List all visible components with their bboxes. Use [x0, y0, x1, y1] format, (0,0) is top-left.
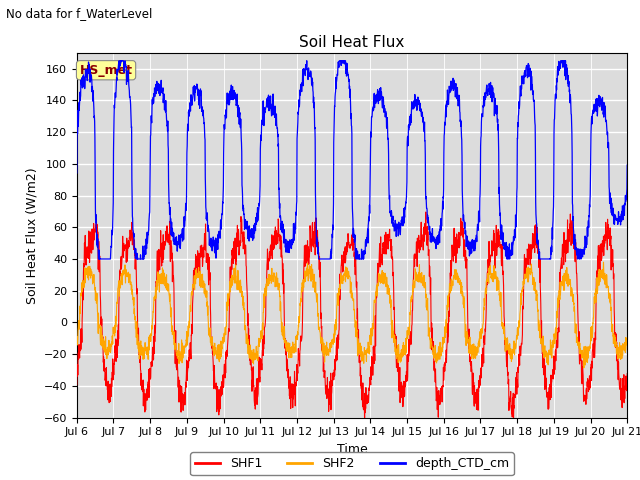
- X-axis label: Time: Time: [337, 443, 367, 456]
- Text: HS_met: HS_met: [79, 64, 132, 77]
- Legend: SHF1, SHF2, depth_CTD_cm: SHF1, SHF2, depth_CTD_cm: [190, 452, 514, 475]
- Text: No data for f_WaterLevel: No data for f_WaterLevel: [6, 7, 153, 20]
- Y-axis label: Soil Heat Flux (W/m2): Soil Heat Flux (W/m2): [25, 167, 38, 303]
- Title: Soil Heat Flux: Soil Heat Flux: [300, 35, 404, 50]
